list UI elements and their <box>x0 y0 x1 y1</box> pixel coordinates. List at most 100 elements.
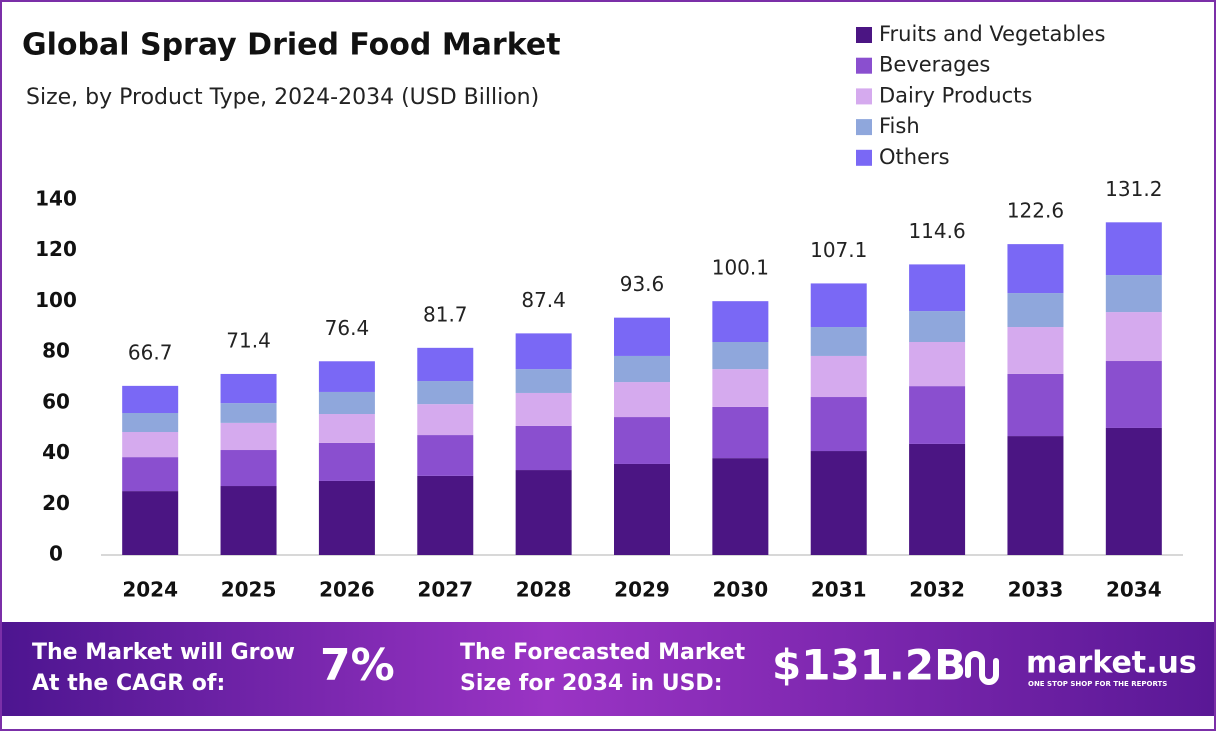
bar-segment <box>1007 436 1064 555</box>
bar-segment <box>1007 373 1064 437</box>
y-tick-label: 140 <box>35 187 77 211</box>
logo-icon <box>965 651 999 685</box>
bar-segment <box>909 311 966 342</box>
legend-label: Fish <box>879 114 920 138</box>
bar-segment <box>318 391 375 415</box>
forecast-value: $131.2B <box>772 641 966 690</box>
legend-swatch <box>856 27 872 43</box>
bar-segment <box>712 301 769 342</box>
bar-segment <box>909 264 966 312</box>
bar-segment <box>417 475 474 555</box>
legend-label: Dairy Products <box>879 83 1032 107</box>
legend-label: Others <box>879 145 950 169</box>
total-label: 93.6 <box>620 272 665 296</box>
bar-segment <box>220 403 277 423</box>
bar-segment <box>712 369 769 407</box>
total-label: 71.4 <box>226 328 271 352</box>
x-tick-label: 2030 <box>713 578 769 602</box>
total-label: 131.2 <box>1105 177 1162 201</box>
bar-segment <box>1007 327 1064 374</box>
bar-segment <box>1105 222 1162 276</box>
bar-segment <box>909 386 966 444</box>
tagline: ONE STOP SHOP FOR THE REPORTS <box>1028 680 1167 688</box>
bar-segment <box>122 491 179 555</box>
forecast-text: The Forecasted Market <box>460 640 746 665</box>
bar-segment <box>909 443 966 555</box>
chart-subtitle: Size, by Product Type, 2024-2034 (USD Bi… <box>26 85 539 110</box>
bar-segment <box>122 385 179 413</box>
bar-segment <box>810 451 867 555</box>
legend-swatch <box>856 57 872 74</box>
y-tick-label: 120 <box>35 237 77 261</box>
x-tick-label: 2027 <box>417 578 473 602</box>
cagr-value: 7% <box>320 640 395 691</box>
bar-segment <box>909 342 966 387</box>
x-tick-label: 2024 <box>122 578 178 602</box>
bar-segment <box>1105 275 1162 313</box>
bar-segment <box>318 480 375 555</box>
bar-segment <box>614 417 670 464</box>
bar-segment <box>712 458 769 555</box>
bar-segment <box>220 373 277 404</box>
x-tick-label: 2034 <box>1106 578 1162 602</box>
bar-segment <box>712 406 769 459</box>
bar-segment <box>614 355 670 383</box>
bar-segment <box>1007 244 1064 294</box>
x-tick-label: 2031 <box>811 578 867 602</box>
bar-segment <box>220 486 277 555</box>
bar-segment <box>614 382 670 418</box>
forecast-text: Size for 2034 in USD: <box>460 671 723 696</box>
bar-segment <box>417 435 474 476</box>
bar-segment <box>810 327 867 356</box>
total-label: 66.7 <box>128 340 173 364</box>
cagr-text: The Market will Grow <box>32 640 295 665</box>
chart-title: Global Spray Dried Food Market <box>22 28 561 63</box>
bar-segment <box>417 347 474 382</box>
x-tick-label: 2033 <box>1008 578 1064 602</box>
bar-segment <box>318 414 375 443</box>
x-tick-label: 2025 <box>221 578 277 602</box>
x-tick-label: 2026 <box>319 578 375 602</box>
y-tick-label: 0 <box>49 542 63 566</box>
cagr-text: At the CAGR of: <box>32 671 225 696</box>
bar-segment <box>515 369 572 393</box>
legend-swatch <box>856 88 872 105</box>
total-label: 87.4 <box>521 288 566 312</box>
total-label: 122.6 <box>1007 199 1064 223</box>
legend-swatch <box>856 119 872 136</box>
y-tick-label: 20 <box>42 491 70 515</box>
footer-band <box>2 622 1214 716</box>
bar-segment <box>220 450 277 487</box>
bar-segment <box>318 361 375 392</box>
bar-segment <box>515 392 572 426</box>
legend-swatch <box>856 149 872 166</box>
y-tick-label: 80 <box>42 339 70 363</box>
y-tick-label: 40 <box>42 440 70 464</box>
footer: The Market will Grow At the CAGR of: 7% … <box>2 622 1214 716</box>
bar-segment <box>1105 427 1162 555</box>
total-label: 100.1 <box>712 256 769 280</box>
bar-segment <box>220 422 277 451</box>
bar-segment <box>515 425 572 471</box>
y-tick-label: 100 <box>35 288 77 312</box>
bar-segment <box>122 413 179 433</box>
bar-segment <box>1105 361 1162 428</box>
bar-segment <box>810 397 867 452</box>
bar-segment <box>318 442 375 481</box>
bar-segment <box>417 381 474 405</box>
bar-segment <box>122 457 179 492</box>
x-tick-label: 2029 <box>614 578 670 602</box>
bar-segment <box>1007 293 1064 328</box>
bar-segment <box>810 283 867 328</box>
bar-segment <box>712 342 769 370</box>
bar-segment <box>515 333 572 370</box>
bar-segment <box>1105 312 1162 362</box>
bar-segment <box>515 470 572 555</box>
total-label: 114.6 <box>908 219 965 243</box>
total-label: 81.7 <box>423 302 468 326</box>
y-tick-label: 60 <box>42 389 70 413</box>
legend-label: Fruits and Vegetables <box>879 22 1105 46</box>
plot: 0 20 40 60 80 100 120 140 Fruits and Vegetables B… <box>35 22 1183 602</box>
bar-segment <box>614 463 670 555</box>
